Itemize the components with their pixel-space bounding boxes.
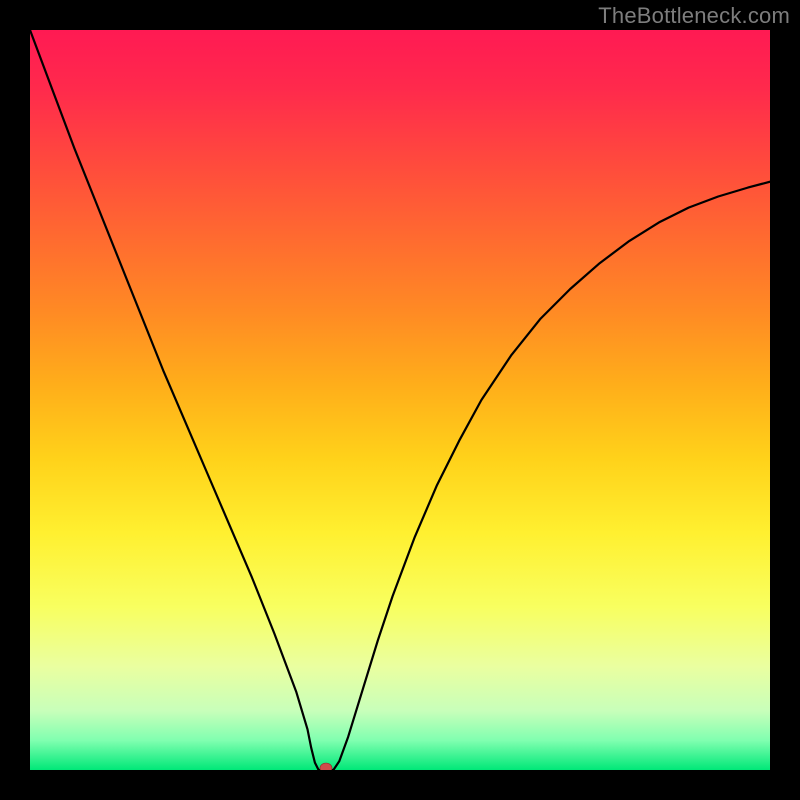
minimum-marker-icon	[320, 763, 332, 770]
chart-svg	[30, 30, 770, 770]
plot-area	[30, 30, 770, 770]
watermark-text: TheBottleneck.com	[598, 3, 790, 29]
gradient-background	[30, 30, 770, 770]
chart-frame: TheBottleneck.com	[0, 0, 800, 800]
